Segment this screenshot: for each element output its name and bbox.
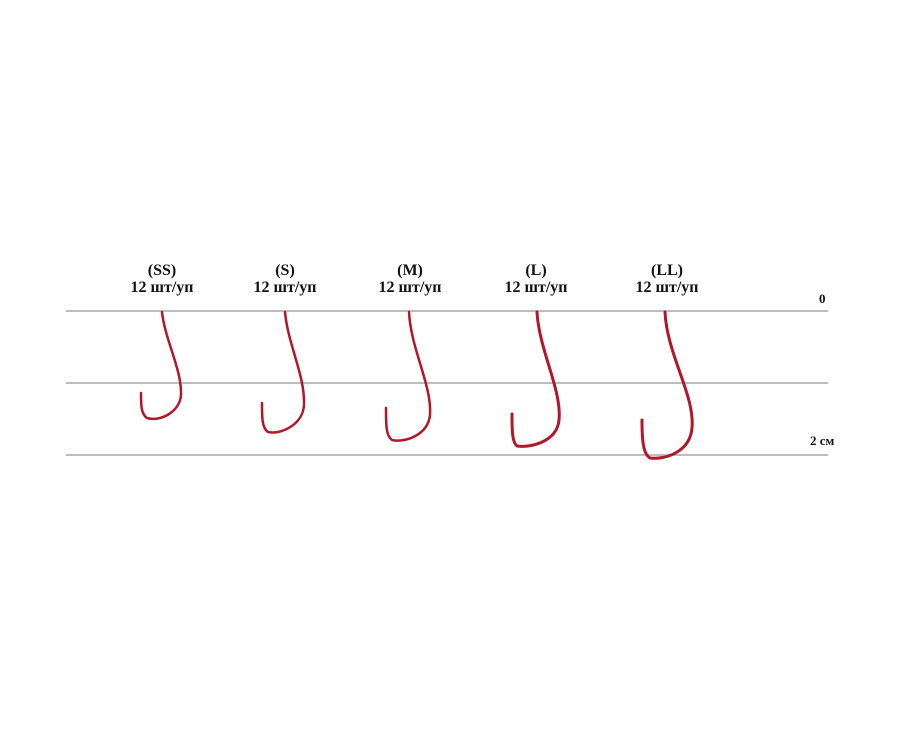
count-label: 12 шт/уп [253, 279, 317, 296]
hook-label-ll: (LL) 12 шт/уп [607, 262, 727, 296]
count-label: 12 шт/уп [130, 279, 194, 296]
hook-m [384, 310, 432, 442]
hook-label-m: (M) 12 шт/уп [350, 262, 470, 296]
hook-label-s: (S) 12 шт/уп [225, 262, 345, 296]
count-label: 12 шт/уп [635, 279, 699, 296]
size-label: (L) [525, 262, 547, 279]
count-label: 12 шт/уп [504, 279, 568, 296]
size-label: (S) [275, 262, 295, 279]
count-label: 12 шт/уп [378, 279, 442, 296]
scale-label-bottom: 2 см [810, 433, 835, 448]
hook-s [260, 310, 306, 434]
size-label: (M) [397, 262, 423, 279]
hook-l [510, 310, 561, 448]
size-label: (LL) [651, 262, 683, 279]
hook-label-ss: (SS) 12 шт/уп [102, 262, 222, 296]
hook-ss [139, 310, 183, 421]
scale-label-top: 0 [819, 291, 826, 306]
size-label: (SS) [147, 262, 177, 279]
hook-ll [640, 310, 694, 460]
hook-label-l: (L) 12 шт/уп [476, 262, 596, 296]
